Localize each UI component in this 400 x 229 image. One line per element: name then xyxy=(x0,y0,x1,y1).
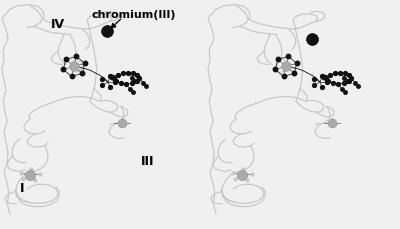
Text: chromium(III): chromium(III) xyxy=(92,10,176,20)
Text: I: I xyxy=(20,183,24,195)
Text: III: III xyxy=(141,155,155,168)
Text: IV: IV xyxy=(51,18,65,30)
